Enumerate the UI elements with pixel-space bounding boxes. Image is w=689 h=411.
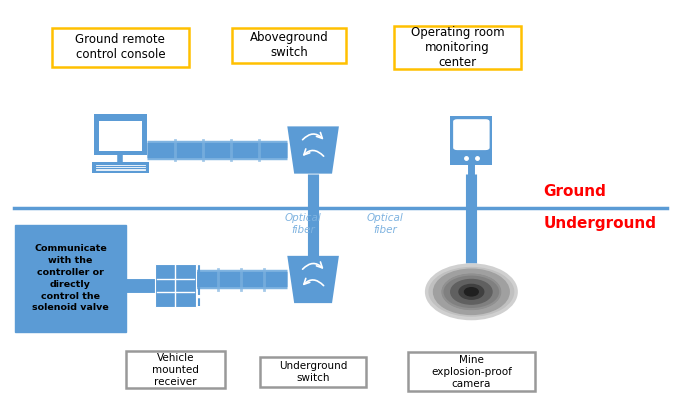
Text: Ground remote
control console: Ground remote control console — [76, 33, 165, 61]
Circle shape — [451, 279, 492, 304]
Circle shape — [442, 275, 500, 309]
Text: Vehicle
mounted
receiver: Vehicle mounted receiver — [152, 353, 199, 386]
FancyBboxPatch shape — [94, 113, 147, 155]
Text: Operating room
monitoring
center: Operating room monitoring center — [411, 26, 504, 69]
FancyBboxPatch shape — [52, 28, 189, 67]
Polygon shape — [287, 256, 339, 303]
Circle shape — [464, 288, 478, 296]
Text: Underground
switch: Underground switch — [279, 361, 347, 383]
FancyBboxPatch shape — [99, 121, 142, 152]
Text: Ground: Ground — [544, 184, 606, 199]
Circle shape — [433, 269, 509, 314]
Text: Optical
fiber: Optical fiber — [285, 213, 321, 235]
FancyBboxPatch shape — [155, 264, 196, 307]
FancyBboxPatch shape — [92, 162, 150, 173]
FancyBboxPatch shape — [453, 119, 490, 150]
Text: Mine
explosion-proof
camera: Mine explosion-proof camera — [431, 356, 512, 388]
Text: Communicate
with the
controller or
directly
control the
solenoid valve: Communicate with the controller or direc… — [32, 245, 109, 312]
FancyBboxPatch shape — [232, 28, 346, 62]
FancyBboxPatch shape — [125, 351, 225, 388]
Polygon shape — [287, 127, 339, 173]
Text: Aboveground
switch: Aboveground switch — [249, 31, 329, 59]
Circle shape — [459, 284, 484, 299]
Text: Underground: Underground — [544, 217, 657, 231]
FancyBboxPatch shape — [394, 25, 522, 69]
FancyBboxPatch shape — [15, 225, 126, 332]
Circle shape — [426, 265, 516, 319]
FancyBboxPatch shape — [408, 352, 535, 391]
FancyBboxPatch shape — [451, 116, 493, 165]
FancyBboxPatch shape — [260, 356, 367, 387]
Text: Optical
fiber: Optical fiber — [367, 213, 404, 235]
